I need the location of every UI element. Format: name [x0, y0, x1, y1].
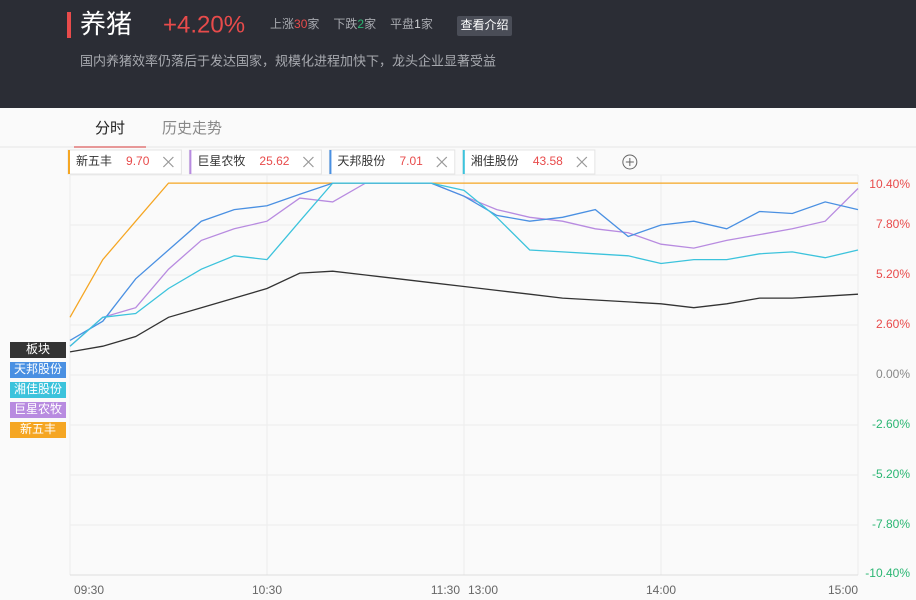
stats: 上涨 30 家下跌 2 家平盘 1 家: [270, 16, 433, 31]
chip-box[interactable]: [328, 149, 456, 175]
y-tick-label: -7.80%: [872, 517, 910, 531]
y-tick-label: 2.60%: [876, 317, 910, 331]
stat-unit: 家: [364, 16, 376, 31]
y-tick-label: 10.40%: [869, 177, 910, 191]
y-tick-label: -10.40%: [865, 566, 910, 580]
x-tick-label: 14:00: [646, 583, 676, 597]
plot: 新五丰 9.70 巨星农牧 25.62 天邦股份 7.01 湘佳股份 43.58 10.40% 7…: [10, 149, 910, 597]
chip-color: [462, 150, 465, 174]
y-tick-label: 0.00%: [876, 367, 910, 381]
stat-count: 2: [357, 17, 364, 31]
x-tick-label: 13:00: [468, 583, 498, 597]
chip-close[interactable]: [436, 156, 448, 168]
stock-chip[interactable]: 湘佳股份 43.58: [462, 149, 596, 175]
tab-active[interactable]: 分时: [95, 120, 125, 137]
chip-close[interactable]: [162, 156, 174, 168]
chip-name: 新五丰: [76, 153, 112, 168]
x-tick-label: 11:30: [431, 583, 460, 597]
chip-close[interactable]: [302, 156, 314, 168]
stock-chip[interactable]: 巨星农牧 25.62: [188, 149, 322, 175]
y-tick-label: 7.80%: [876, 217, 910, 231]
title-marker: [67, 12, 71, 38]
legend-swatch: [10, 342, 66, 358]
chip-price: 43.58: [533, 154, 563, 168]
legend-swatch: [10, 362, 66, 378]
add-stock[interactable]: [622, 154, 638, 170]
stat-unit: 家: [307, 16, 319, 31]
series-line: [69, 182, 859, 347]
y-tick-label: 5.20%: [876, 267, 910, 281]
y-tick-label: -2.60%: [872, 417, 910, 431]
chip-price: 7.01: [399, 154, 423, 168]
x-tick-label: 15:00: [828, 583, 858, 597]
stat-label: 下跌: [333, 16, 357, 31]
chip-color: [189, 150, 192, 174]
legend-label: 巨星农牧: [14, 402, 62, 416]
legend-label: 板块: [26, 342, 50, 356]
chip-close[interactable]: [576, 156, 588, 168]
legend-swatch: [10, 402, 66, 418]
legend-swatch: [10, 382, 66, 398]
body-bg: [0, 108, 916, 600]
stock-chip[interactable]: 天邦股份 7.01: [328, 149, 456, 175]
x-tick-label: 10:30: [252, 583, 282, 597]
chip-price: 9.70: [126, 154, 150, 168]
add-stock-plus[interactable]: [625, 158, 634, 166]
description: 国内养猪效率仍落后于发达国家，规模化进程加快下，龙头企业显著受益: [80, 53, 496, 68]
stat-label: 上涨: [270, 16, 294, 31]
title: 养猪: [80, 9, 132, 39]
y-tick-label: -5.20%: [872, 467, 910, 481]
intro-button-label[interactable]: 查看介绍: [460, 18, 508, 32]
change: +4.20%: [163, 11, 245, 38]
chip-name: 天邦股份: [337, 154, 385, 168]
stat-unit: 家: [421, 16, 433, 31]
chip-color: [68, 150, 70, 174]
chip-name: 湘佳股份: [471, 153, 519, 168]
chip-box[interactable]: [67, 149, 182, 175]
chip-color: [329, 150, 332, 174]
series-line: [69, 270, 859, 353]
chip-box[interactable]: [188, 149, 322, 175]
stat-count: 1: [414, 17, 421, 31]
series-line: [69, 182, 859, 341]
legend-label: 湘佳股份: [14, 381, 62, 396]
stat-label: 平盘: [390, 16, 414, 31]
legend-swatch: [10, 422, 66, 438]
stock-chip[interactable]: 新五丰 9.70: [67, 149, 182, 175]
intro-button[interactable]: [457, 16, 512, 36]
x-tick-label: 09:30: [74, 583, 104, 597]
series-line: [69, 182, 858, 318]
legend-label: 新五丰: [20, 421, 56, 436]
stat-count: 30: [294, 17, 308, 31]
legend-label: 天邦股份: [14, 362, 62, 376]
chip-price: 25.62: [259, 154, 289, 168]
chip-name: 巨星农牧: [197, 154, 245, 168]
tab[interactable]: 历史走势: [162, 120, 222, 137]
chip-box[interactable]: [462, 149, 596, 175]
